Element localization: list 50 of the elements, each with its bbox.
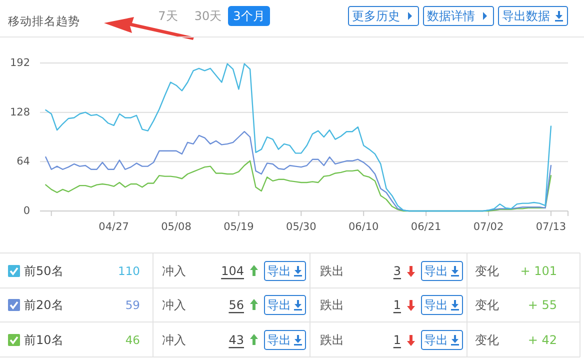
- text: 46: [125, 333, 140, 347]
- text: 跌出: [320, 298, 344, 312]
- text: 导出: [267, 264, 291, 278]
- x-tick-label: 05/08: [161, 221, 192, 233]
- text: 数据详情: [427, 9, 475, 23]
- text: 导出: [424, 298, 448, 312]
- text: 导出: [424, 264, 448, 278]
- text: 冲入: [162, 333, 186, 347]
- text: 30天: [194, 9, 222, 23]
- text: 1: [393, 333, 401, 347]
- text: 导出: [267, 298, 291, 312]
- legend-label: 前10名: [24, 333, 64, 347]
- x-tick-label: 06/10: [348, 221, 379, 233]
- chart-title: 移动排名趋势: [8, 14, 80, 28]
- text: 1: [393, 298, 401, 312]
- text: 59: [125, 298, 140, 312]
- text: 导出数据: [502, 9, 550, 23]
- text: + 55: [528, 298, 557, 312]
- y-tick-label: 64: [16, 156, 30, 168]
- text: 56: [228, 298, 244, 312]
- text: 104: [221, 264, 244, 278]
- text: 3个月: [233, 9, 265, 23]
- text: + 42: [528, 333, 557, 347]
- text: 变化: [475, 298, 499, 312]
- y-tick-label: 128: [10, 106, 30, 118]
- text: 冲入: [162, 298, 186, 312]
- x-tick-label: 05/30: [286, 221, 316, 233]
- y-tick-label: 0: [23, 205, 30, 217]
- text: 110: [118, 264, 140, 278]
- text: + 101: [520, 264, 557, 278]
- legend-label: 前20名: [24, 298, 64, 312]
- x-tick-label: 05/19: [224, 221, 254, 233]
- y-tick-label: 192: [10, 57, 30, 69]
- legend-label: 前50名: [24, 264, 64, 278]
- text: 冲入: [162, 264, 186, 278]
- text: 导出: [267, 333, 291, 347]
- line-series: [45, 63, 552, 212]
- text: 变化: [475, 264, 499, 278]
- text: 43: [228, 333, 244, 347]
- text: 变化: [475, 333, 499, 347]
- x-tick-label: 07/13: [536, 221, 566, 233]
- text: 跌出: [320, 333, 344, 347]
- text: 更多历史: [352, 9, 400, 23]
- text: 7天: [158, 9, 178, 23]
- text: 跌出: [320, 264, 344, 278]
- x-tick-label: 04/27: [98, 221, 129, 233]
- text: 导出: [424, 333, 448, 347]
- text: 3: [393, 264, 401, 278]
- x-tick-label: 07/02: [473, 221, 504, 233]
- x-tick-label: 06/21: [410, 221, 442, 233]
